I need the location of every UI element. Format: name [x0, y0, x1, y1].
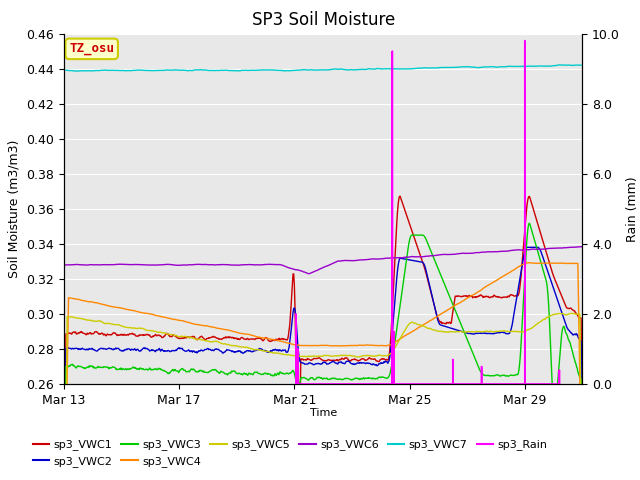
Title: SP3 Soil Moisture: SP3 Soil Moisture	[252, 11, 395, 29]
Text: TZ_osu: TZ_osu	[69, 42, 114, 55]
X-axis label: Time: Time	[310, 408, 337, 418]
Y-axis label: Rain (mm): Rain (mm)	[625, 176, 639, 241]
Legend: sp3_VWC1, sp3_VWC2, sp3_VWC3, sp3_VWC4, sp3_VWC5, sp3_VWC6, sp3_VWC7, sp3_Rain: sp3_VWC1, sp3_VWC2, sp3_VWC3, sp3_VWC4, …	[28, 435, 552, 471]
Y-axis label: Soil Moisture (m3/m3): Soil Moisture (m3/m3)	[8, 140, 21, 278]
